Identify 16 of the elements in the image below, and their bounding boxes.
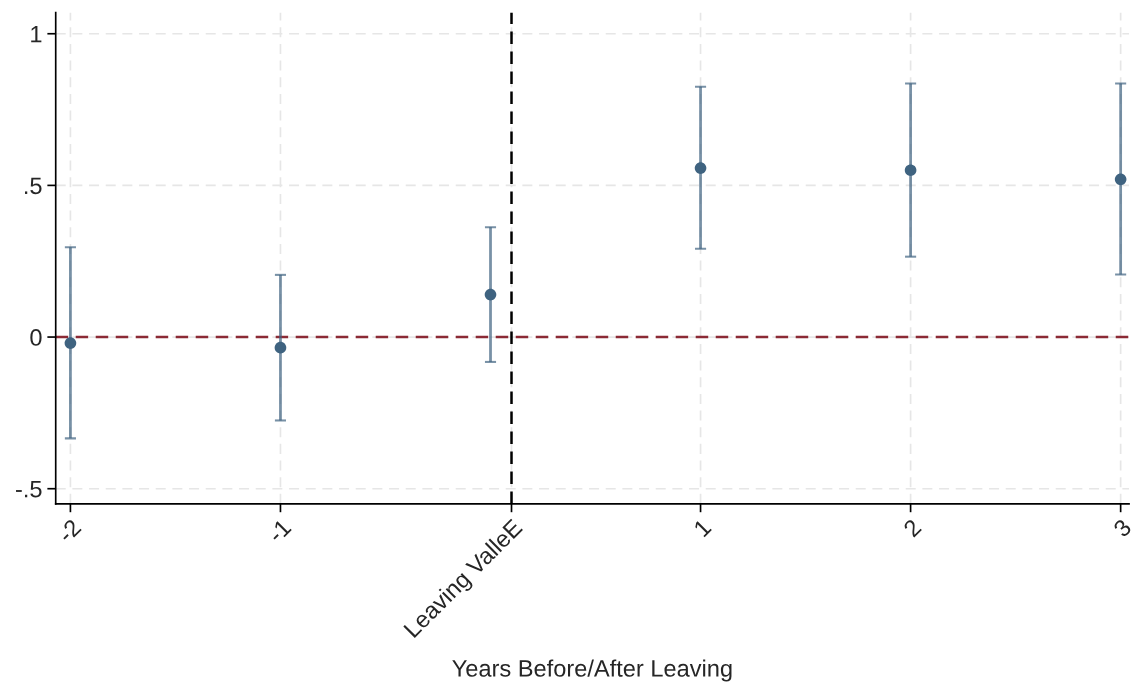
point xyxy=(694,162,707,174)
point xyxy=(484,288,497,301)
point xyxy=(1114,173,1127,186)
point xyxy=(64,337,77,349)
x-tick-label: 3 xyxy=(1112,518,1133,538)
y-tick-label: 0 xyxy=(30,329,42,346)
point xyxy=(904,164,917,177)
y-tick-label: -.5 xyxy=(16,481,42,498)
x-tick-label: 2 xyxy=(902,518,922,538)
x-tick-label: 1 xyxy=(693,518,712,538)
y-tick-label: 1 xyxy=(31,26,42,43)
x-axis-title: Years Before/After Leaving xyxy=(452,659,732,682)
y-tick-label: .5 xyxy=(24,177,42,195)
point xyxy=(274,341,287,354)
x-tick-label: -1 xyxy=(266,518,292,544)
x-tick-label: -2 xyxy=(56,518,82,544)
